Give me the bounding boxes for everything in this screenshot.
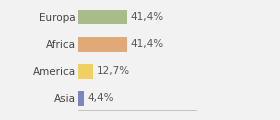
Text: 12,7%: 12,7% bbox=[97, 66, 130, 76]
Bar bbox=[78, 10, 127, 24]
Text: 41,4%: 41,4% bbox=[130, 39, 164, 49]
Bar bbox=[78, 37, 127, 51]
Text: 4,4%: 4,4% bbox=[87, 93, 114, 103]
Bar bbox=[78, 64, 93, 79]
Text: 41,4%: 41,4% bbox=[130, 12, 164, 22]
Bar bbox=[78, 91, 83, 106]
